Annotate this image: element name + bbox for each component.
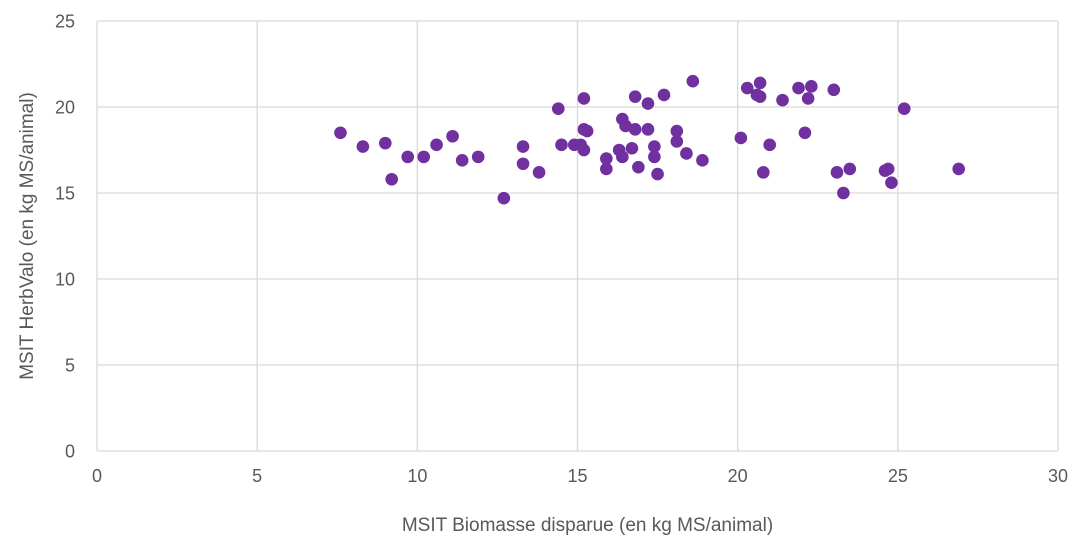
data-point <box>805 80 818 93</box>
data-point <box>619 119 632 133</box>
data-point <box>753 76 767 90</box>
data-point <box>625 141 639 155</box>
data-point <box>753 90 767 103</box>
data-point <box>657 88 671 102</box>
y-tick-label: 10 <box>55 270 75 290</box>
data-point <box>385 172 399 186</box>
data-point <box>471 150 485 164</box>
data-point <box>555 138 568 152</box>
data-point <box>417 150 431 164</box>
y-axis-title: MSIT HerbValo (en kg MS/animal) <box>17 92 38 380</box>
data-point <box>680 147 693 160</box>
data-point <box>897 102 911 116</box>
x-tick-label: 15 <box>567 466 587 486</box>
data-points <box>334 74 965 205</box>
data-point <box>497 191 511 205</box>
data-point <box>885 176 898 189</box>
data-point <box>516 157 530 171</box>
tick-labels: 0 5 10 15 20 25 30 0 5 10 15 20 25 <box>55 12 1068 487</box>
data-point <box>670 124 684 138</box>
x-axis-title: MSIT Biomasse disparue (en kg MS/animal) <box>402 515 773 536</box>
data-point <box>600 152 613 165</box>
data-point <box>801 92 815 105</box>
data-point <box>334 126 347 140</box>
data-point <box>763 138 776 152</box>
data-point <box>628 90 642 103</box>
data-point <box>648 140 661 153</box>
data-point <box>446 129 459 143</box>
data-point <box>641 123 655 136</box>
y-tick-label: 5 <box>65 356 75 376</box>
data-point <box>551 102 565 116</box>
y-tick-label: 20 <box>55 98 75 118</box>
x-tick-label: 30 <box>1048 466 1068 486</box>
data-point <box>516 140 530 153</box>
data-point <box>798 126 812 140</box>
data-point <box>740 81 754 95</box>
data-point <box>356 140 370 153</box>
data-point <box>577 92 591 105</box>
x-tick-label: 25 <box>888 466 908 486</box>
data-point <box>837 186 850 200</box>
y-tick-label: 25 <box>55 12 75 32</box>
data-point <box>776 93 789 107</box>
x-tick-label: 5 <box>252 466 262 486</box>
data-point <box>616 150 629 164</box>
data-point <box>651 167 664 181</box>
x-tick-label: 10 <box>407 466 427 486</box>
data-point <box>600 162 613 176</box>
data-point <box>430 138 443 152</box>
data-point <box>827 83 841 97</box>
data-point <box>830 166 844 179</box>
data-point <box>756 166 770 179</box>
data-point <box>952 162 965 176</box>
data-point <box>670 135 684 148</box>
data-point <box>632 160 645 174</box>
data-point <box>628 123 642 136</box>
data-point <box>379 136 392 150</box>
data-point <box>641 97 655 110</box>
data-point <box>881 162 895 176</box>
data-point <box>580 124 594 138</box>
gridlines <box>96 20 1059 452</box>
data-point <box>401 150 415 164</box>
data-point <box>696 154 709 167</box>
data-point <box>648 150 661 164</box>
data-point <box>686 74 700 88</box>
data-point <box>455 154 469 167</box>
x-tick-label: 20 <box>728 466 748 486</box>
x-tick-label: 0 <box>92 466 102 486</box>
data-point <box>577 143 591 157</box>
data-point <box>734 131 748 145</box>
y-tick-label: 15 <box>55 184 75 204</box>
data-point <box>792 81 805 95</box>
data-point <box>843 162 857 176</box>
data-point <box>532 166 546 179</box>
y-tick-label: 0 <box>65 442 75 462</box>
